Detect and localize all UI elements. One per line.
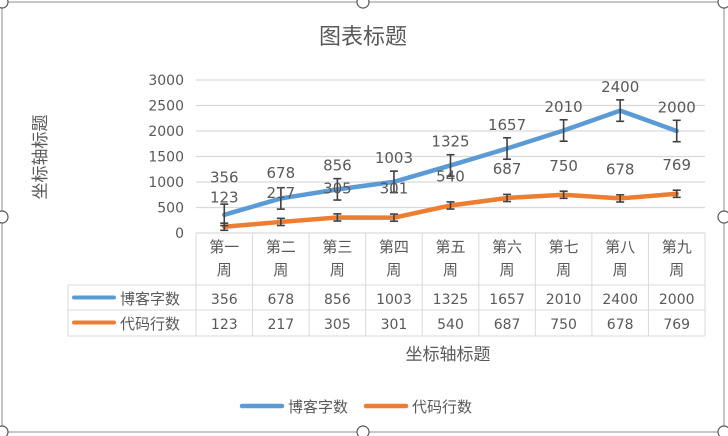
- y-tick-label: 1000: [148, 175, 184, 191]
- table-cell-value: 750: [550, 317, 577, 333]
- resize-handle[interactable]: [0, 0, 9, 9]
- resize-handle[interactable]: [0, 210, 9, 224]
- data-label: 2400: [601, 78, 639, 96]
- x-tick-label: 周: [500, 261, 515, 279]
- legend-label: 代码行数: [412, 398, 472, 416]
- data-label: 356: [210, 169, 239, 187]
- table-cell-value: 769: [663, 317, 690, 333]
- x-tick-label: 周: [613, 261, 628, 279]
- data-label: 678: [267, 164, 296, 182]
- data-label: 750: [549, 157, 578, 175]
- table-series-name: 代码行数: [120, 315, 180, 333]
- table-cell-value: 678: [607, 317, 634, 333]
- x-axis-title: 坐标轴标题: [406, 345, 491, 365]
- y-tick-label: 500: [157, 201, 184, 217]
- data-label: 305: [323, 179, 352, 197]
- table-cell-value: 356: [211, 292, 238, 308]
- x-tick-label: 第一: [209, 238, 239, 256]
- data-label: 769: [662, 156, 691, 174]
- x-tick-label: 第六: [492, 238, 522, 256]
- x-tick-label: 第八: [605, 238, 635, 256]
- x-tick-label: 周: [386, 261, 401, 279]
- table-cell-value: 305: [324, 317, 351, 333]
- data-label: 123: [210, 189, 239, 207]
- y-axis-title: 坐标轴标题: [31, 115, 51, 200]
- data-label: 1657: [488, 116, 526, 134]
- data-label: 856: [323, 157, 352, 175]
- table-cell-value: 1325: [433, 292, 469, 308]
- data-label: 301: [380, 180, 409, 198]
- table-series-name: 博客字数: [120, 290, 180, 308]
- data-label: 678: [606, 160, 635, 178]
- resize-handle[interactable]: [717, 210, 728, 224]
- data-label: 1325: [431, 133, 469, 151]
- x-tick-label: 第二: [266, 238, 296, 256]
- table-cell-value: 856: [324, 292, 351, 308]
- y-tick-label: 2000: [148, 124, 184, 140]
- x-tick-label: 第三: [322, 238, 352, 256]
- x-tick-label: 第九: [662, 238, 692, 256]
- table-cell-value: 540: [437, 317, 464, 333]
- x-tick-label: 第四: [379, 238, 409, 256]
- table-cell-value: 217: [267, 317, 294, 333]
- table-cell-value: 2400: [602, 292, 638, 308]
- table-cell-value: 1003: [376, 292, 412, 308]
- data-label: 1003: [375, 149, 413, 167]
- resize-handle[interactable]: [0, 425, 9, 436]
- resize-handle[interactable]: [717, 425, 728, 436]
- data-label: 217: [267, 184, 296, 202]
- table-cell-value: 1657: [489, 292, 525, 308]
- y-tick-label: 3000: [148, 73, 184, 89]
- resize-handle[interactable]: [356, 425, 370, 436]
- x-tick-label: 周: [443, 261, 458, 279]
- y-tick-label: 0: [175, 226, 184, 242]
- resize-handle[interactable]: [356, 0, 370, 9]
- y-tick-label: 2500: [148, 99, 184, 115]
- x-tick-label: 周: [330, 261, 345, 279]
- table-cell-value: 678: [267, 292, 294, 308]
- data-label: 2000: [658, 98, 696, 116]
- table-cell-value: 123: [211, 317, 238, 333]
- resize-handle[interactable]: [717, 0, 728, 9]
- table-cell-value: 2010: [546, 292, 582, 308]
- x-tick-label: 周: [273, 261, 288, 279]
- x-tick-label: 第七: [549, 238, 579, 256]
- data-label: 2010: [545, 98, 583, 116]
- x-tick-label: 周: [669, 261, 684, 279]
- x-tick-label: 周: [556, 261, 571, 279]
- y-tick-label: 1500: [148, 150, 184, 166]
- table-cell-value: 2000: [659, 292, 695, 308]
- legend-label: 博客字数: [288, 398, 348, 416]
- x-tick-label: 第五: [435, 238, 465, 256]
- chart-title: 图表标题: [319, 25, 407, 50]
- data-label: 687: [493, 160, 522, 178]
- table-cell-value: 301: [381, 317, 408, 333]
- x-tick-label: 周: [217, 261, 232, 279]
- data-label: 540: [436, 167, 465, 185]
- table-cell-value: 687: [494, 317, 521, 333]
